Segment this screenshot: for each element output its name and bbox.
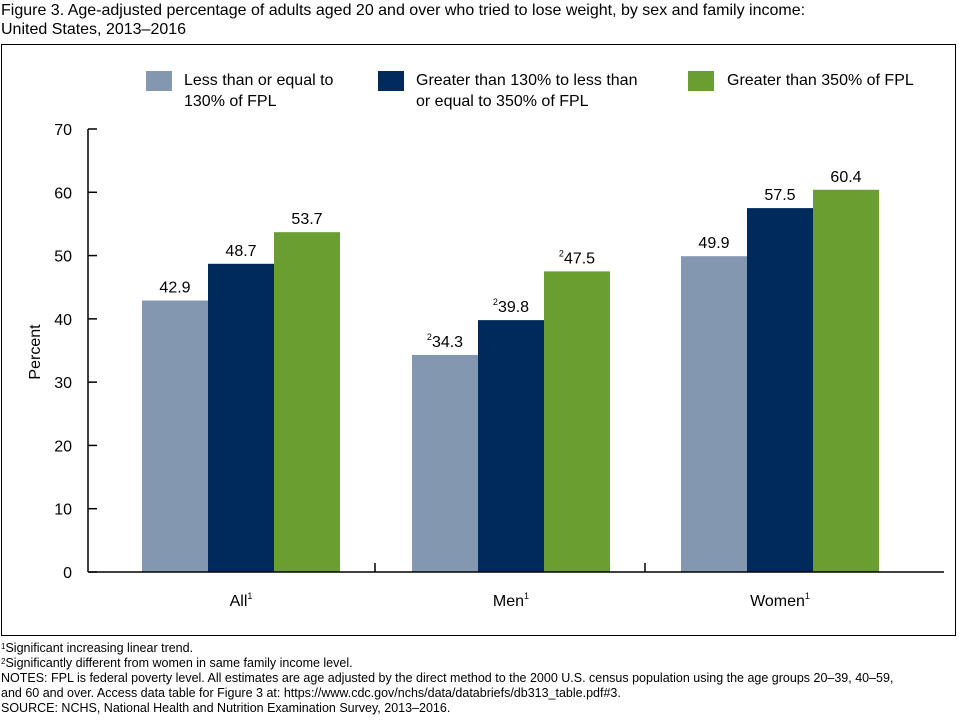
- bar: [208, 263, 274, 572]
- x-category-label: Men1: [493, 591, 529, 610]
- bar: [478, 320, 544, 572]
- value-label: 49.9: [698, 235, 729, 252]
- y-axis: 0 10 20 30 40 50 60 70: [54, 122, 97, 582]
- bar: [813, 189, 879, 573]
- legend-label-high-income: Greater than 350% of FPL: [727, 72, 914, 89]
- value-label: 53.7: [291, 211, 322, 228]
- value-label: 60.4: [830, 169, 861, 186]
- source-line: SOURCE: NCHS, National Health and Nutrit…: [1, 701, 451, 715]
- y-tick-label: 30: [54, 375, 72, 392]
- y-tick-label: 50: [54, 249, 72, 266]
- y-tick-label: 60: [54, 185, 72, 202]
- legend-swatch-high-income: [688, 71, 714, 91]
- legend-label-mid-income: Greater than 130% to less than or equal …: [416, 72, 638, 110]
- y-tick-label: 70: [54, 122, 72, 139]
- bar: [274, 232, 340, 573]
- value-label: 247.5: [559, 248, 595, 267]
- value-label: 48.7: [225, 243, 256, 260]
- notes-line-2: and 60 and over. Access data table for F…: [1, 686, 621, 700]
- y-tick-label: 10: [54, 502, 72, 519]
- legend-label-low-income: Less than or equal to 130% of FPL: [184, 72, 334, 110]
- bar: [142, 300, 208, 572]
- x-category-label: Women1: [750, 591, 810, 610]
- notes-line-1: NOTES: FPL is federal poverty level. All…: [1, 671, 894, 685]
- value-label: 239.8: [493, 297, 529, 316]
- footnotes: 1Significant increasing linear trend. 2S…: [1, 641, 956, 716]
- value-label: 57.5: [764, 187, 795, 204]
- footnote-2: 2Significantly different from women in s…: [1, 656, 353, 670]
- bars: [142, 189, 879, 573]
- value-labels: 42.9 234.3 49.9 48.7 239.8 57.5 53.7 247.5 60.4: [159, 169, 861, 351]
- chart-frame: [1, 44, 956, 636]
- footnote-1: 1Significant increasing linear trend.: [1, 641, 194, 655]
- x-axis: All1 Men1 Women1: [88, 563, 944, 610]
- figure-title: Figure 3. Age-adjusted percentage of adu…: [1, 2, 806, 38]
- bar-chart: 0 10 20 30 40 50 60 70 42.9 234.3 49.9 48.7 239.8 57…: [27, 122, 944, 610]
- bar: [544, 271, 610, 572]
- legend-swatch-low-income: [146, 71, 172, 91]
- bar: [681, 256, 747, 572]
- y-tick-label: 40: [54, 312, 72, 329]
- y-tick-label: 20: [54, 438, 72, 455]
- bar: [747, 208, 813, 572]
- legend-swatch-mid-income: [378, 71, 404, 91]
- y-tick-label: 0: [63, 565, 72, 582]
- value-label: 42.9: [159, 280, 190, 297]
- bar: [412, 354, 478, 572]
- x-category-label: All1: [230, 591, 253, 610]
- y-axis-title: Percent: [27, 324, 44, 380]
- value-label: 234.3: [427, 332, 463, 351]
